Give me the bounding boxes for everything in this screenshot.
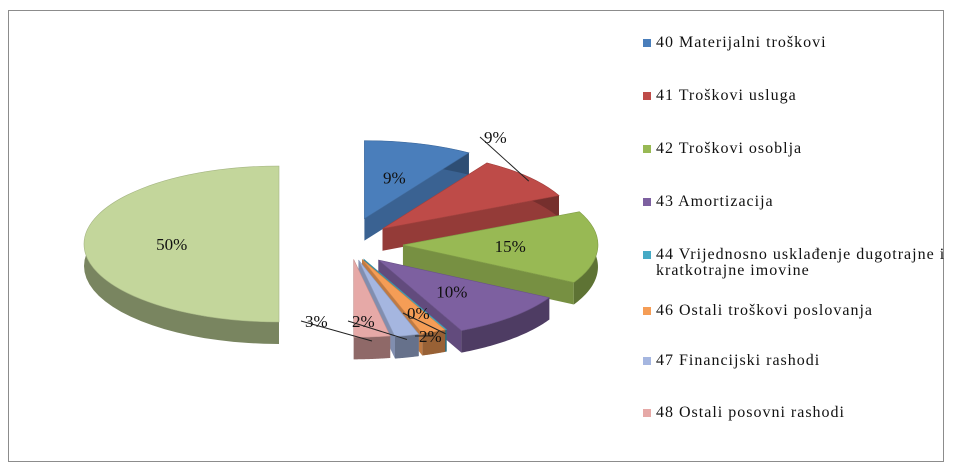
data-label: 2% [352,312,375,331]
legend-label: 47 Financijski rashodi [656,352,821,369]
pie-slice-48-ostali-posovni-rashodi [353,259,391,360]
pie-slice-43-amortizacija [378,259,550,353]
pie-slice-41-tro-kovi-usluga [382,162,560,251]
slice-side [402,244,574,305]
data-label: 50% [156,235,187,254]
pie-chart: 9% 9% 15% 10% 0% 2% 2% 3% 50% [83,128,599,360]
leader-line [479,136,530,182]
slice-top [382,162,560,230]
data-label: 2% [419,327,442,346]
legend-swatch [643,357,651,365]
legend-label: 43 Amortizacija [656,193,774,210]
legend-label: 40 Materijalni troškovi [656,34,827,51]
data-label: 0% [407,304,430,323]
leader-line [347,320,408,341]
data-label: 10% [436,282,467,301]
slice-wall [395,334,419,359]
chart-frame: 9% 9% 15% 10% 0% 2% 2% 3% 50% 40 Materijalni tro… [8,10,944,462]
legend-swatch [643,307,651,315]
data-label: 9% [484,128,507,147]
slice-side [382,195,559,251]
pie-slice-42-tro-kovi-osoblja [402,211,599,305]
slice-top [83,165,280,323]
legend-swatch [643,409,651,417]
legend-label: 44 Vrijednosno usklađenje dugotrajne i k… [656,246,946,279]
slice-top [364,140,470,220]
data-label: 3% [305,312,328,331]
slice-top [353,259,391,338]
slice-side [364,152,469,241]
legend-swatch [643,198,651,206]
slice-top [361,259,446,334]
data-label: 9% [383,168,406,187]
legend-label: 48 Ostali posovni rashodi [656,404,845,421]
leader-line [300,320,373,342]
legend-swatch [643,145,651,153]
pie-slice-40-materijalni-tro-kovi [364,140,470,241]
data-label: 15% [495,237,526,256]
leader-line [402,312,446,335]
legend-label: 46 Ostali troškovi poslovanja [656,302,873,319]
legend-label: 41 Troškovi usluga [656,87,797,104]
legend-swatch [643,251,651,259]
legend-label: 42 Troškovi osoblja [656,140,803,157]
slice-wall [353,335,391,360]
legend-swatch [643,39,651,47]
pie-slice-unlabeled [83,165,280,344]
legend-swatch [643,92,651,100]
slice-top [402,211,599,283]
slice-top [358,259,420,337]
slice-top [378,259,550,331]
slice-wall [461,297,550,353]
